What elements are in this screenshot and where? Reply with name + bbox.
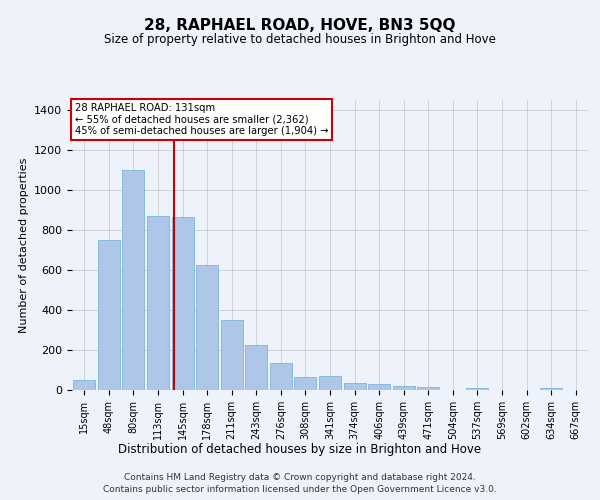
Text: Distribution of detached houses by size in Brighton and Hove: Distribution of detached houses by size … [118,442,482,456]
Bar [98,240,120,390]
Bar [392,386,415,390]
Bar [295,377,316,390]
Y-axis label: Number of detached properties: Number of detached properties [19,158,29,332]
Text: Contains public sector information licensed under the Open Government Licence v3: Contains public sector information licen… [103,485,497,494]
Bar [73,380,95,390]
Bar [122,170,145,390]
Bar [245,345,268,390]
Bar [196,265,218,390]
Bar [368,384,390,390]
Text: 28 RAPHAEL ROAD: 131sqm
← 55% of detached houses are smaller (2,362)
45% of semi: 28 RAPHAEL ROAD: 131sqm ← 55% of detache… [74,103,328,136]
Text: Size of property relative to detached houses in Brighton and Hove: Size of property relative to detached ho… [104,32,496,46]
Bar [466,388,488,390]
Bar [417,387,439,390]
Bar [540,388,562,390]
Bar [172,217,194,390]
Bar [344,383,365,390]
Bar [270,363,292,390]
Text: Contains HM Land Registry data © Crown copyright and database right 2024.: Contains HM Land Registry data © Crown c… [124,472,476,482]
Bar [221,320,243,390]
Text: 28, RAPHAEL ROAD, HOVE, BN3 5QQ: 28, RAPHAEL ROAD, HOVE, BN3 5QQ [144,18,456,32]
Bar [319,376,341,390]
Bar [147,216,169,390]
